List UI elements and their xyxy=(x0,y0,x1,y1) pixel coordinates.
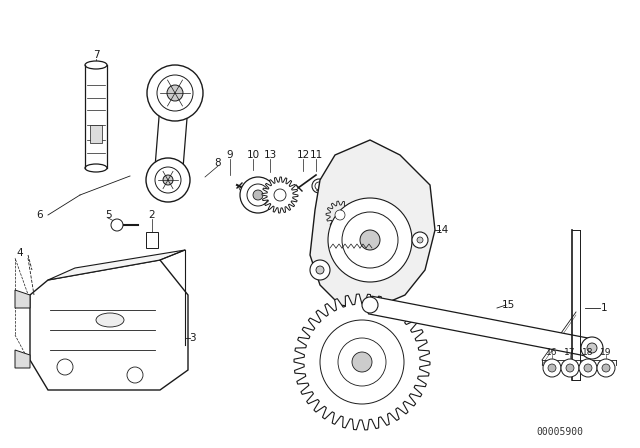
Circle shape xyxy=(602,364,610,372)
Polygon shape xyxy=(15,290,30,308)
Text: 9: 9 xyxy=(227,150,234,160)
Circle shape xyxy=(155,167,181,193)
Circle shape xyxy=(561,359,579,377)
Circle shape xyxy=(167,85,183,101)
Text: 12: 12 xyxy=(296,150,310,160)
Circle shape xyxy=(247,184,269,206)
Circle shape xyxy=(147,65,203,121)
Circle shape xyxy=(310,260,330,280)
Circle shape xyxy=(127,367,143,383)
Text: 13: 13 xyxy=(264,150,276,160)
Ellipse shape xyxy=(85,164,107,172)
Circle shape xyxy=(360,230,380,250)
Circle shape xyxy=(543,359,561,377)
Text: 10: 10 xyxy=(246,150,260,160)
Circle shape xyxy=(312,179,326,193)
Text: 14: 14 xyxy=(435,225,449,235)
Circle shape xyxy=(597,359,615,377)
Polygon shape xyxy=(368,296,594,357)
Circle shape xyxy=(335,210,345,220)
Circle shape xyxy=(548,364,556,372)
Circle shape xyxy=(320,320,404,404)
Circle shape xyxy=(417,237,423,243)
Circle shape xyxy=(587,343,597,353)
Ellipse shape xyxy=(96,313,124,327)
Bar xyxy=(146,232,158,248)
Text: 00005900: 00005900 xyxy=(536,427,584,437)
Circle shape xyxy=(352,352,372,372)
Text: 6: 6 xyxy=(36,210,44,220)
Circle shape xyxy=(579,359,597,377)
Text: 3: 3 xyxy=(189,333,195,343)
Polygon shape xyxy=(262,177,298,213)
Text: 11: 11 xyxy=(309,150,323,160)
Circle shape xyxy=(328,198,412,282)
Circle shape xyxy=(240,177,276,213)
Ellipse shape xyxy=(85,61,107,69)
Polygon shape xyxy=(294,294,430,430)
Text: 4: 4 xyxy=(17,248,23,258)
Circle shape xyxy=(163,175,173,185)
Polygon shape xyxy=(154,92,189,181)
Text: 15: 15 xyxy=(501,300,515,310)
Circle shape xyxy=(274,189,286,201)
Circle shape xyxy=(581,337,603,359)
Circle shape xyxy=(342,212,398,268)
Circle shape xyxy=(57,359,73,375)
Circle shape xyxy=(362,297,378,313)
Polygon shape xyxy=(48,250,185,280)
Circle shape xyxy=(157,75,193,111)
Text: 18: 18 xyxy=(582,348,594,357)
Polygon shape xyxy=(15,350,30,368)
Text: 7: 7 xyxy=(93,50,99,60)
Circle shape xyxy=(584,364,592,372)
Polygon shape xyxy=(310,140,435,310)
Circle shape xyxy=(111,219,123,231)
Text: 1: 1 xyxy=(601,303,607,313)
Circle shape xyxy=(566,364,574,372)
Circle shape xyxy=(338,338,386,386)
Circle shape xyxy=(316,266,324,274)
Text: 8: 8 xyxy=(214,158,221,168)
Circle shape xyxy=(253,190,263,200)
Text: 16: 16 xyxy=(547,348,557,357)
Text: 19: 19 xyxy=(600,348,612,357)
Polygon shape xyxy=(30,260,188,390)
Circle shape xyxy=(315,182,323,190)
Text: 17: 17 xyxy=(564,348,576,357)
Bar xyxy=(90,125,102,143)
Text: 5: 5 xyxy=(105,210,111,220)
Circle shape xyxy=(146,158,190,202)
Text: 2: 2 xyxy=(148,210,156,220)
Circle shape xyxy=(412,232,428,248)
Polygon shape xyxy=(326,201,354,229)
